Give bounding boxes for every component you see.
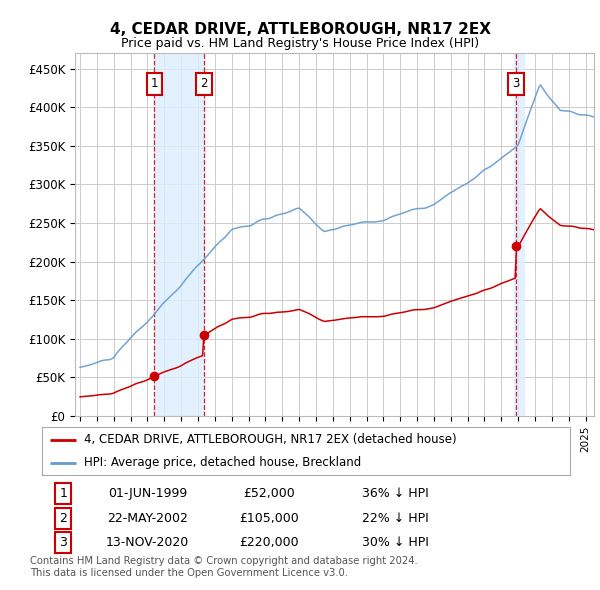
Text: 1: 1 [151, 77, 158, 90]
Text: 4, CEDAR DRIVE, ATTLEBOROUGH, NR17 2EX: 4, CEDAR DRIVE, ATTLEBOROUGH, NR17 2EX [110, 22, 491, 37]
Text: 2: 2 [59, 512, 67, 525]
Text: 13-NOV-2020: 13-NOV-2020 [106, 536, 189, 549]
Text: 36% ↓ HPI: 36% ↓ HPI [362, 487, 429, 500]
Text: 22-MAY-2002: 22-MAY-2002 [107, 512, 188, 525]
Text: 3: 3 [59, 536, 67, 549]
Bar [514, 53, 524, 416]
Text: 22% ↓ HPI: 22% ↓ HPI [362, 512, 429, 525]
Text: Price paid vs. HM Land Registry's House Price Index (HPI): Price paid vs. HM Land Registry's House … [121, 37, 479, 50]
Text: £220,000: £220,000 [239, 536, 299, 549]
Text: 1: 1 [59, 487, 67, 500]
Text: Contains HM Land Registry data © Crown copyright and database right 2024.
This d: Contains HM Land Registry data © Crown c… [30, 556, 418, 578]
Text: 30% ↓ HPI: 30% ↓ HPI [362, 536, 429, 549]
Text: HPI: Average price, detached house, Breckland: HPI: Average price, detached house, Brec… [84, 456, 361, 470]
Text: 01-JUN-1999: 01-JUN-1999 [108, 487, 187, 500]
Text: 2: 2 [200, 77, 208, 90]
Text: 3: 3 [512, 77, 520, 90]
Text: 4, CEDAR DRIVE, ATTLEBOROUGH, NR17 2EX (detached house): 4, CEDAR DRIVE, ATTLEBOROUGH, NR17 2EX (… [84, 433, 457, 446]
Bar [154, 53, 205, 416]
Text: £52,000: £52,000 [243, 487, 295, 500]
Text: £105,000: £105,000 [239, 512, 299, 525]
